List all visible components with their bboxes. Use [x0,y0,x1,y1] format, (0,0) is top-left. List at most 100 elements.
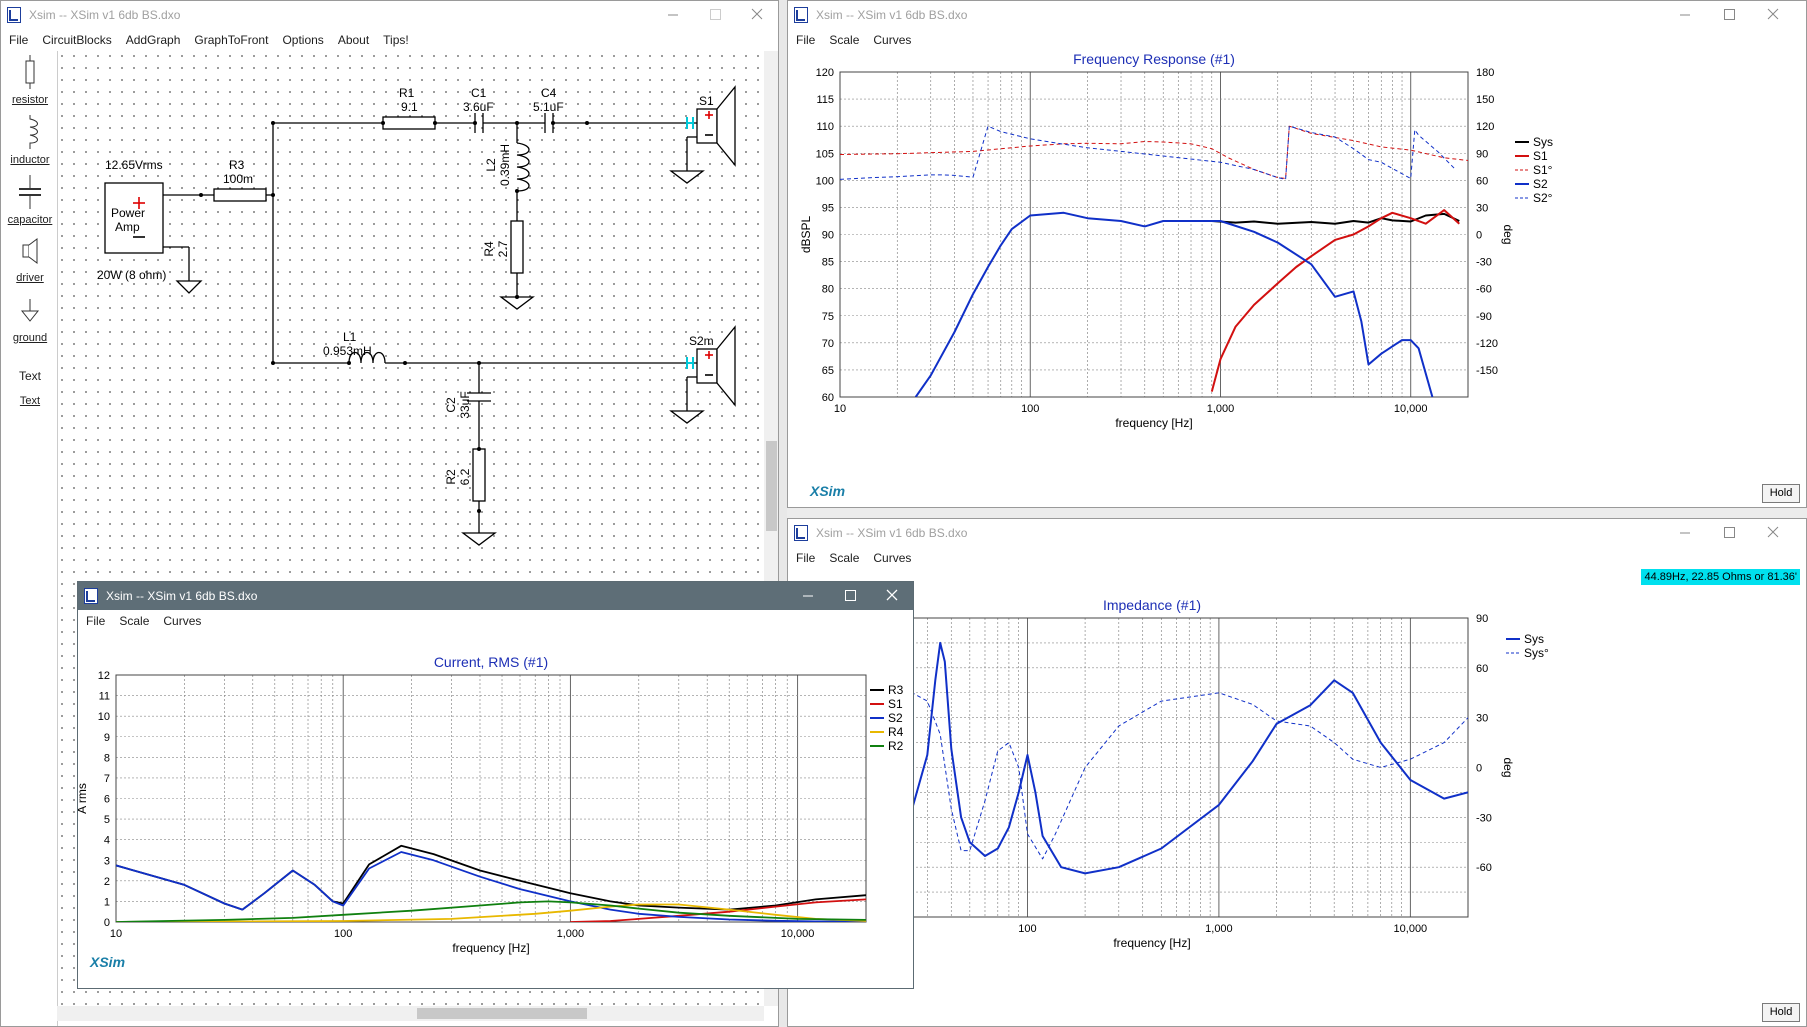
menu-file[interactable]: File [796,33,816,47]
r4-name: R4 [482,241,496,257]
tool-inductor[interactable]: inductor [5,115,55,166]
amp-voltage-label: 12.65Vrms [105,158,163,172]
tool-driver[interactable]: driver [5,237,55,284]
r2-name: R2 [444,469,458,485]
menu-circuitblocks[interactable]: CircuitBlocks [42,33,112,47]
impedance-window[interactable]: Xsim -- XSim v1 6db BS.dxo File Scale Curv… [787,518,1807,1027]
s2-driver[interactable] [696,348,718,384]
legend-label-s1-phase: S1° [1533,163,1553,177]
legend-label-s2: S2 [1533,177,1548,191]
menu-scale[interactable]: Scale [829,33,860,47]
legend-label-sys: Sys [1524,632,1544,646]
series-line-r4 [116,903,866,922]
menu-file[interactable]: File [9,33,29,47]
minimize-button[interactable] [652,1,694,29]
r2-resistor[interactable] [472,448,486,502]
y-tick-label: 0 [104,917,110,929]
window-title: Xsim -- XSim v1 6db BS.dxo [816,8,968,22]
tool-text-link[interactable]: Text [19,395,41,407]
chart-title: Frequency Response (#1) [1073,51,1235,67]
frequency-response-window[interactable]: Xsim -- XSim v1 6db BS.dxo File Scale Curv… [787,0,1807,508]
title-bar[interactable]: Xsim -- XSim v1 6db BS.dxo [788,519,1806,547]
hold-button[interactable]: Hold [1762,1003,1800,1022]
r4-value: 2.7 [496,240,510,257]
series-line-sys [1211,212,1460,225]
menu-bar: File CircuitBlocks AddGraph GraphToFront Opt… [1,29,778,51]
menu-file[interactable]: File [796,551,816,565]
x-tick-label: 100 [1018,923,1036,935]
y2-tick-label: -30 [1476,812,1492,824]
maximize-button[interactable] [694,1,736,29]
maximize-button[interactable] [1708,519,1750,547]
menu-scale[interactable]: Scale [119,614,150,628]
capacitor-icon [19,175,41,209]
y2-tick-label: -150 [1476,365,1498,377]
minimize-button[interactable] [787,582,829,610]
impedance-chart[interactable]: Impedance (#1)024681012141618202224-60-3… [788,569,1807,1027]
series-group [836,641,1468,875]
c2-value: 33uF [458,391,472,418]
power-amp-block[interactable] [104,182,164,254]
speaker-icon [22,238,38,264]
tool-ground[interactable]: ground [5,297,55,344]
r4-resistor[interactable] [510,220,524,274]
r1-resistor[interactable] [382,116,436,130]
y2-tick-label: 150 [1476,94,1494,106]
inductor-icon [29,115,38,149]
scroll-thumb[interactable] [766,441,777,531]
legend-label-s1: S1 [1533,149,1548,163]
x-tick-label: 1,000 [557,928,585,940]
y-tick-label: 75 [822,311,834,323]
title-bar[interactable]: Xsim -- XSim v1 6db BS.dxo [1,1,778,29]
close-button[interactable] [871,582,913,610]
s1-driver[interactable] [696,108,718,144]
x-tick-label: 10,000 [1394,923,1428,935]
menu-curves[interactable]: Curves [873,33,912,47]
y-tick-label: 65 [822,365,834,377]
legend-label-r2: R2 [888,739,904,753]
close-button[interactable] [736,1,778,29]
tool-text[interactable]: Text [5,367,55,385]
frequency-response-chart[interactable]: Frequency Response (#1) 60 65 70 75 80 85 90 95 1… [788,51,1807,508]
horizontal-scrollbar[interactable] [57,1006,764,1021]
c1-name: C1 [471,86,487,100]
r3-value: 100m [223,172,253,186]
title-bar[interactable]: Xsim -- XSim v1 6db BS.dxo [78,582,913,610]
plot-frame [115,674,867,923]
menu-graphtofront[interactable]: GraphToFront [194,33,269,47]
current-rms-window[interactable]: Xsim -- XSim v1 6db BS.dxo File Scale Curv… [77,581,914,989]
menu-addgraph[interactable]: AddGraph [125,33,181,47]
tool-capacitor[interactable]: capacitor [5,175,55,226]
grid [839,71,1469,398]
menu-tips[interactable]: Tips! [383,33,409,47]
hold-button[interactable]: Hold [1762,484,1800,503]
c1-value: 3.6uF [463,100,494,114]
menu-scale[interactable]: Scale [829,551,860,565]
minimize-button[interactable] [1664,519,1706,547]
menu-curves[interactable]: Curves [873,551,912,565]
menu-file[interactable]: File [86,614,106,628]
close-button[interactable] [1752,519,1794,547]
menu-bar: File Scale Curves [788,29,1806,51]
maximize-button[interactable] [1708,1,1750,29]
y-tick-label: 11 [99,691,110,703]
title-bar[interactable]: Xsim -- XSim v1 6db BS.dxo [788,1,1806,29]
maximize-button[interactable] [829,582,871,610]
r3-resistor[interactable] [213,188,267,202]
scroll-thumb-h[interactable] [417,1008,587,1019]
y-tick-label: 10 [98,711,110,723]
text-icon: Text [18,369,41,383]
minimize-button[interactable] [1664,1,1706,29]
x-axis-label: frequency [Hz] [1115,416,1192,430]
tool-resistor[interactable]: resistor [5,55,55,106]
close-button[interactable] [1752,1,1794,29]
menu-options[interactable]: Options [282,33,324,47]
y2-axis-label: deg [1501,757,1515,777]
y-tick-label: 1 [104,896,110,908]
menu-curves[interactable]: Curves [163,614,202,628]
y2-axis-label: deg [1501,224,1515,244]
menu-about[interactable]: About [337,33,370,47]
chart-title: Impedance (#1) [1103,597,1201,613]
